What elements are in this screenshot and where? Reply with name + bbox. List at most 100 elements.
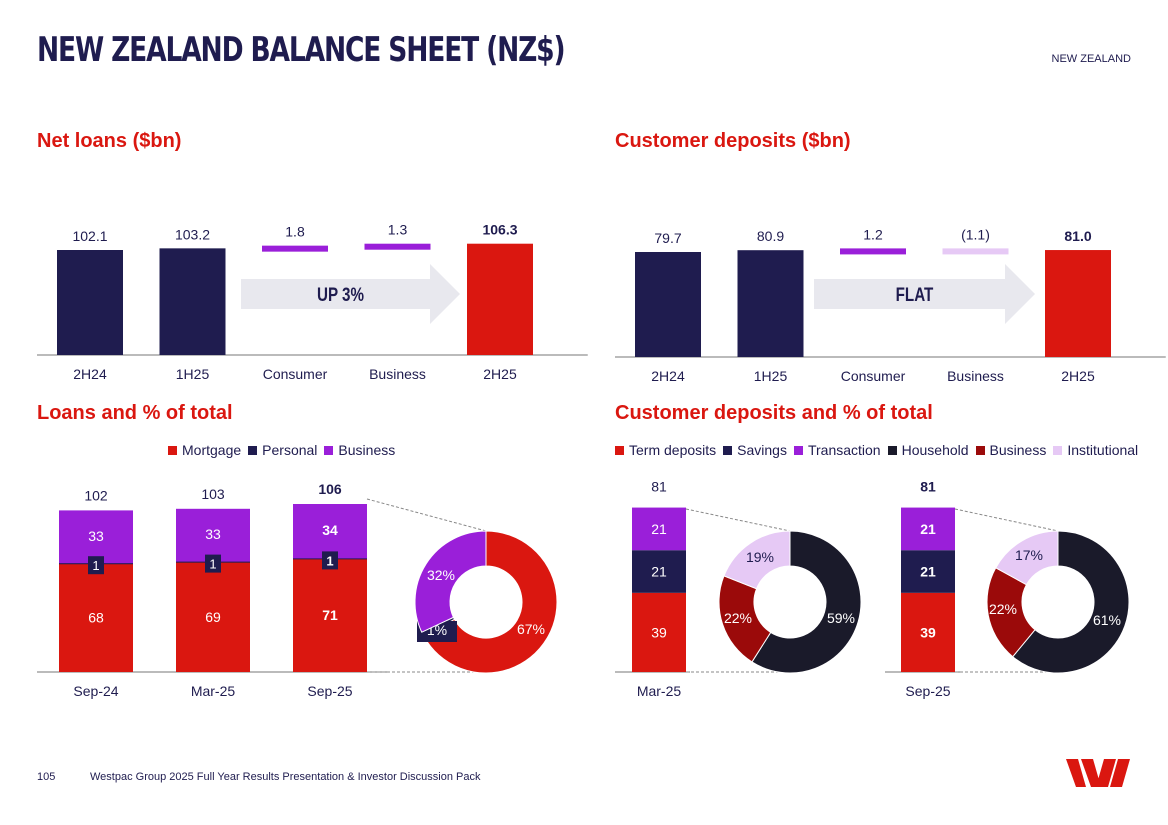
loans-category-label: Mar-25 xyxy=(191,683,236,699)
loans-legend-item: Mortgage xyxy=(168,442,241,458)
net_loans-value-label: 102.1 xyxy=(72,228,107,244)
loans-donut-slice-label: 32% xyxy=(427,567,455,583)
loans-personal-label: 1 xyxy=(326,553,333,568)
page-title: NEW ZEALAND BALANCE SHEET (NZ$) xyxy=(37,30,566,70)
customer_deposits-value-label: 79.7 xyxy=(654,230,681,246)
footer-page-number: 105 xyxy=(37,771,56,783)
deposits-donut-slice-label: 59% xyxy=(827,610,855,626)
loans-category-label: Sep-24 xyxy=(73,683,118,699)
net_loans-bar-2h24 xyxy=(57,250,123,355)
region-label: NEW ZEALAND xyxy=(1051,53,1131,65)
net_loans-bar-business xyxy=(364,243,431,250)
loans-bar-mortgage xyxy=(293,558,367,672)
deposits-legend-swatch xyxy=(1053,445,1063,455)
net_loans-value-label: 1.3 xyxy=(388,222,408,238)
deposits-legend-label: Transaction xyxy=(807,442,881,458)
customer_deposits-value-label: 80.9 xyxy=(757,228,784,244)
deposits-legend-swatch xyxy=(793,445,803,455)
deposits-legend-label: Business xyxy=(989,442,1047,458)
customer_deposits-bar-consumer xyxy=(840,248,906,255)
loans-personal-label: 1 xyxy=(209,557,216,572)
loans-legend-swatch xyxy=(168,445,177,455)
loans-connector-top xyxy=(366,498,487,532)
net_loans-annotation: UP 3% xyxy=(317,283,364,305)
customer-deposits-title: Customer deposits ($bn) xyxy=(615,130,851,152)
deposits-legend-label: Term deposits xyxy=(629,442,717,458)
deposits-bar-transaction xyxy=(901,507,955,551)
customer_deposits-bar-2h24 xyxy=(635,252,701,357)
customer_deposits-value-label: 81.0 xyxy=(1064,228,1091,244)
deposits-bar-term-deposits xyxy=(901,592,955,672)
loans-bar-mortgage xyxy=(176,561,250,672)
deposits-segment-label: 39 xyxy=(920,624,936,640)
customer_deposits-value-label: (1.1) xyxy=(961,226,990,242)
loans-personal-label: 1 xyxy=(92,558,99,573)
deposits-bar-term-deposits xyxy=(632,592,686,672)
deposits-legend-item: Institutional xyxy=(1053,442,1138,458)
loans-business-label: 34 xyxy=(322,522,338,538)
deposits-donut-slice-label: 61% xyxy=(1093,612,1121,628)
deposits-segment-label: 21 xyxy=(920,521,936,537)
net_loans-value-label: 1.8 xyxy=(285,224,305,240)
deposits-legend-swatch xyxy=(887,445,897,455)
customer_deposits-value-label: 1.2 xyxy=(863,226,883,242)
net_loans-value-label: 106.3 xyxy=(482,222,517,238)
customer_deposits-bar-2h25 xyxy=(1045,250,1111,357)
net_loans-bar-2h25 xyxy=(467,243,533,355)
deposits-bar-transaction xyxy=(632,507,686,551)
loans-legend-label: Mortgage xyxy=(182,442,242,458)
loans-legend-item: Personal xyxy=(248,442,317,458)
loans-donut-slice-label: 67% xyxy=(517,621,545,637)
net_loans-value-label: 103.2 xyxy=(175,226,210,242)
loans-total-label: 106 xyxy=(318,481,342,497)
net_loans-category-label: 1H25 xyxy=(176,366,210,382)
loans-mortgage-label: 69 xyxy=(205,609,221,625)
net_loans-bar-1h25 xyxy=(159,248,226,355)
westpac-logo-icon xyxy=(1066,759,1130,787)
net_loans-category-label: 2H24 xyxy=(73,366,107,382)
customer_deposits-category-label: 1H25 xyxy=(754,368,788,384)
deposits-segment-label: 21 xyxy=(651,564,667,580)
loans-donut-slice-business xyxy=(414,530,487,633)
deposits-connector-top xyxy=(685,508,791,532)
net_loans-category-label: 2H25 xyxy=(483,366,517,382)
loans-total-label: 103 xyxy=(201,486,225,502)
loans-legend-item: Business xyxy=(324,442,395,458)
deposits-donut-slice-household xyxy=(751,530,862,674)
deposits-donut-slice-institutional xyxy=(723,530,791,590)
loans-business-label: 33 xyxy=(205,526,221,542)
deposits-legend-item: Savings xyxy=(723,442,787,458)
loans-bar-business xyxy=(176,508,250,562)
net_loans-bar-consumer xyxy=(262,245,328,252)
loans-personal-box xyxy=(322,551,338,570)
customer_deposits-annotation: FLAT xyxy=(896,283,934,305)
deposits-segment-label: 21 xyxy=(651,521,667,537)
deposits-donut-slice-label: 17% xyxy=(1015,547,1043,563)
loans-category-label: Sep-25 xyxy=(307,683,352,699)
loans-mortgage-label: 68 xyxy=(88,610,104,626)
loans-donut-slice-mortgage xyxy=(423,530,558,674)
deposits-category-label: Sep-25 xyxy=(905,683,950,699)
customer_deposits-arrow xyxy=(814,264,1035,324)
loans-mortgage-label: 71 xyxy=(322,607,338,623)
deposits-segment-label: 21 xyxy=(920,564,936,580)
loans-bar-business xyxy=(59,510,133,564)
deposits-donut-slice-institutional xyxy=(995,530,1059,586)
loans-total-label: 102 xyxy=(84,487,108,503)
deposits-segment-label: 39 xyxy=(651,624,667,640)
deposits-bar-savings xyxy=(632,550,686,593)
deposits-donut-slice-label: 22% xyxy=(724,610,752,626)
net_loans-arrow xyxy=(241,264,460,324)
loans-pct-title: Loans and % of total xyxy=(37,402,233,424)
customer_deposits-category-label: 2H24 xyxy=(651,368,685,384)
loans-legend-label: Business xyxy=(338,442,396,458)
deposits-legend-item: Household xyxy=(887,442,969,458)
loans-bar-business xyxy=(293,504,367,559)
deposits-legend-label: Household xyxy=(901,442,969,458)
customer_deposits-bar-1h25 xyxy=(737,250,804,357)
deposits-donut-slice-label: 19% xyxy=(746,549,774,565)
loans-bar-mortgage xyxy=(59,563,133,672)
loans-legend-label: Personal xyxy=(262,442,318,458)
deposits-category-label: Mar-25 xyxy=(637,683,682,699)
